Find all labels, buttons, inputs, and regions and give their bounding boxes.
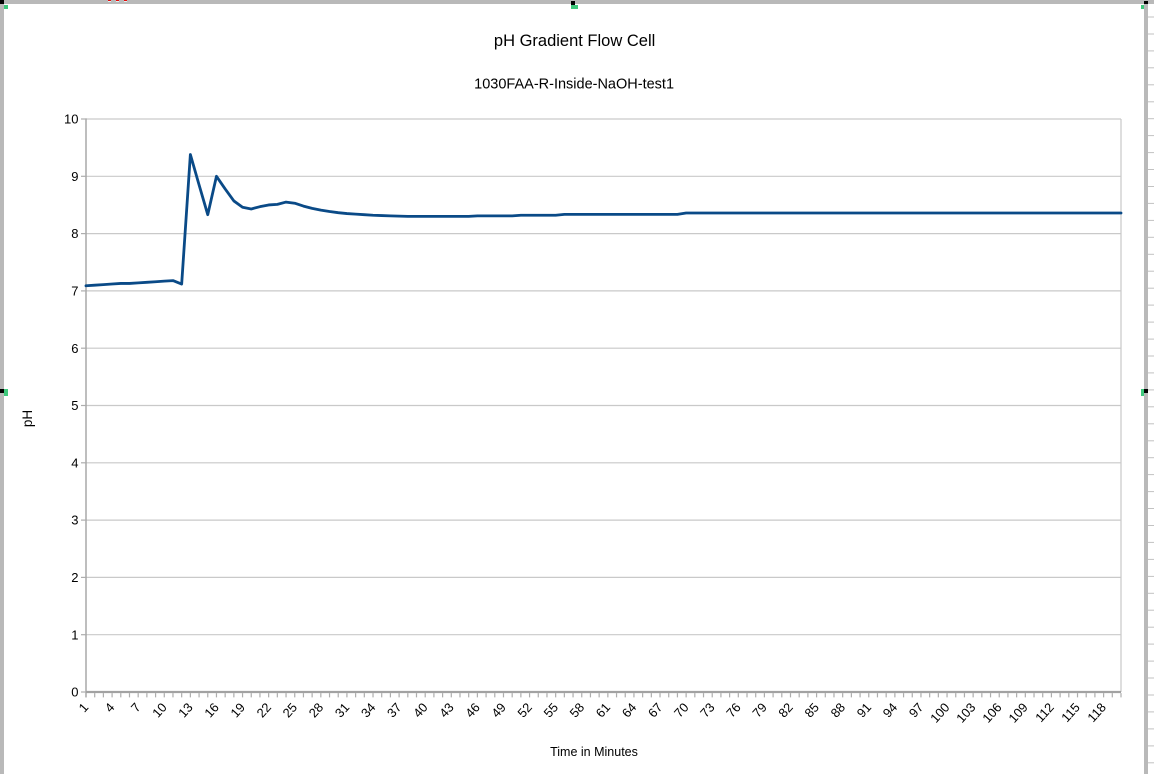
svg-text:pH Gradient Flow Cell: pH Gradient Flow Cell <box>494 32 655 50</box>
svg-text:61: 61 <box>593 700 614 721</box>
svg-text:91: 91 <box>854 700 875 721</box>
svg-text:34: 34 <box>358 700 379 721</box>
svg-text:5: 5 <box>71 398 78 413</box>
svg-text:28: 28 <box>306 700 327 721</box>
svg-text:19: 19 <box>227 700 248 721</box>
svg-text:3: 3 <box>71 513 78 528</box>
svg-text:1030FAA-R-Inside-NaOH-test1: 1030FAA-R-Inside-NaOH-test1 <box>474 77 674 93</box>
svg-text:103: 103 <box>953 700 978 726</box>
svg-text:4: 4 <box>102 700 118 715</box>
svg-text:115: 115 <box>1058 700 1083 725</box>
svg-text:Time in Minutes: Time in Minutes <box>550 745 638 759</box>
svg-text:31: 31 <box>332 700 353 721</box>
svg-text:0: 0 <box>71 685 78 700</box>
svg-text:55: 55 <box>540 700 561 721</box>
svg-text:67: 67 <box>645 700 666 721</box>
svg-text:22: 22 <box>253 700 274 721</box>
svg-text:73: 73 <box>697 700 718 721</box>
svg-text:43: 43 <box>436 700 457 721</box>
svg-text:85: 85 <box>801 700 822 721</box>
svg-text:64: 64 <box>619 700 640 721</box>
svg-text:97: 97 <box>906 700 927 721</box>
svg-text:pH: pH <box>20 410 35 427</box>
svg-text:2: 2 <box>71 570 78 585</box>
svg-text:4: 4 <box>71 455 78 470</box>
svg-text:16: 16 <box>201 700 222 721</box>
svg-text:118: 118 <box>1084 700 1109 725</box>
svg-text:49: 49 <box>488 700 509 721</box>
svg-text:79: 79 <box>749 700 770 721</box>
svg-text:10: 10 <box>64 112 78 127</box>
svg-text:88: 88 <box>827 700 848 721</box>
svg-text:1: 1 <box>76 700 92 715</box>
svg-text:76: 76 <box>723 700 744 721</box>
svg-text:52: 52 <box>514 700 535 721</box>
svg-text:7: 7 <box>128 700 144 715</box>
svg-text:109: 109 <box>1005 700 1030 726</box>
svg-text:8: 8 <box>71 226 78 241</box>
svg-text:37: 37 <box>384 700 405 721</box>
svg-text:94: 94 <box>880 700 901 721</box>
svg-text:6: 6 <box>71 341 78 356</box>
svg-text:82: 82 <box>775 700 796 721</box>
svg-text:70: 70 <box>671 700 692 721</box>
svg-text:10: 10 <box>149 700 170 721</box>
svg-text:1: 1 <box>71 627 78 642</box>
svg-text:58: 58 <box>567 700 588 721</box>
svg-text:25: 25 <box>279 700 300 721</box>
svg-text:7: 7 <box>71 284 78 299</box>
svg-text:100: 100 <box>927 700 952 726</box>
svg-text:9: 9 <box>71 169 78 184</box>
svg-text:40: 40 <box>410 700 431 721</box>
svg-text:106: 106 <box>979 700 1004 726</box>
svg-text:46: 46 <box>462 700 483 721</box>
svg-text:13: 13 <box>175 700 196 721</box>
svg-text:112: 112 <box>1032 700 1057 725</box>
